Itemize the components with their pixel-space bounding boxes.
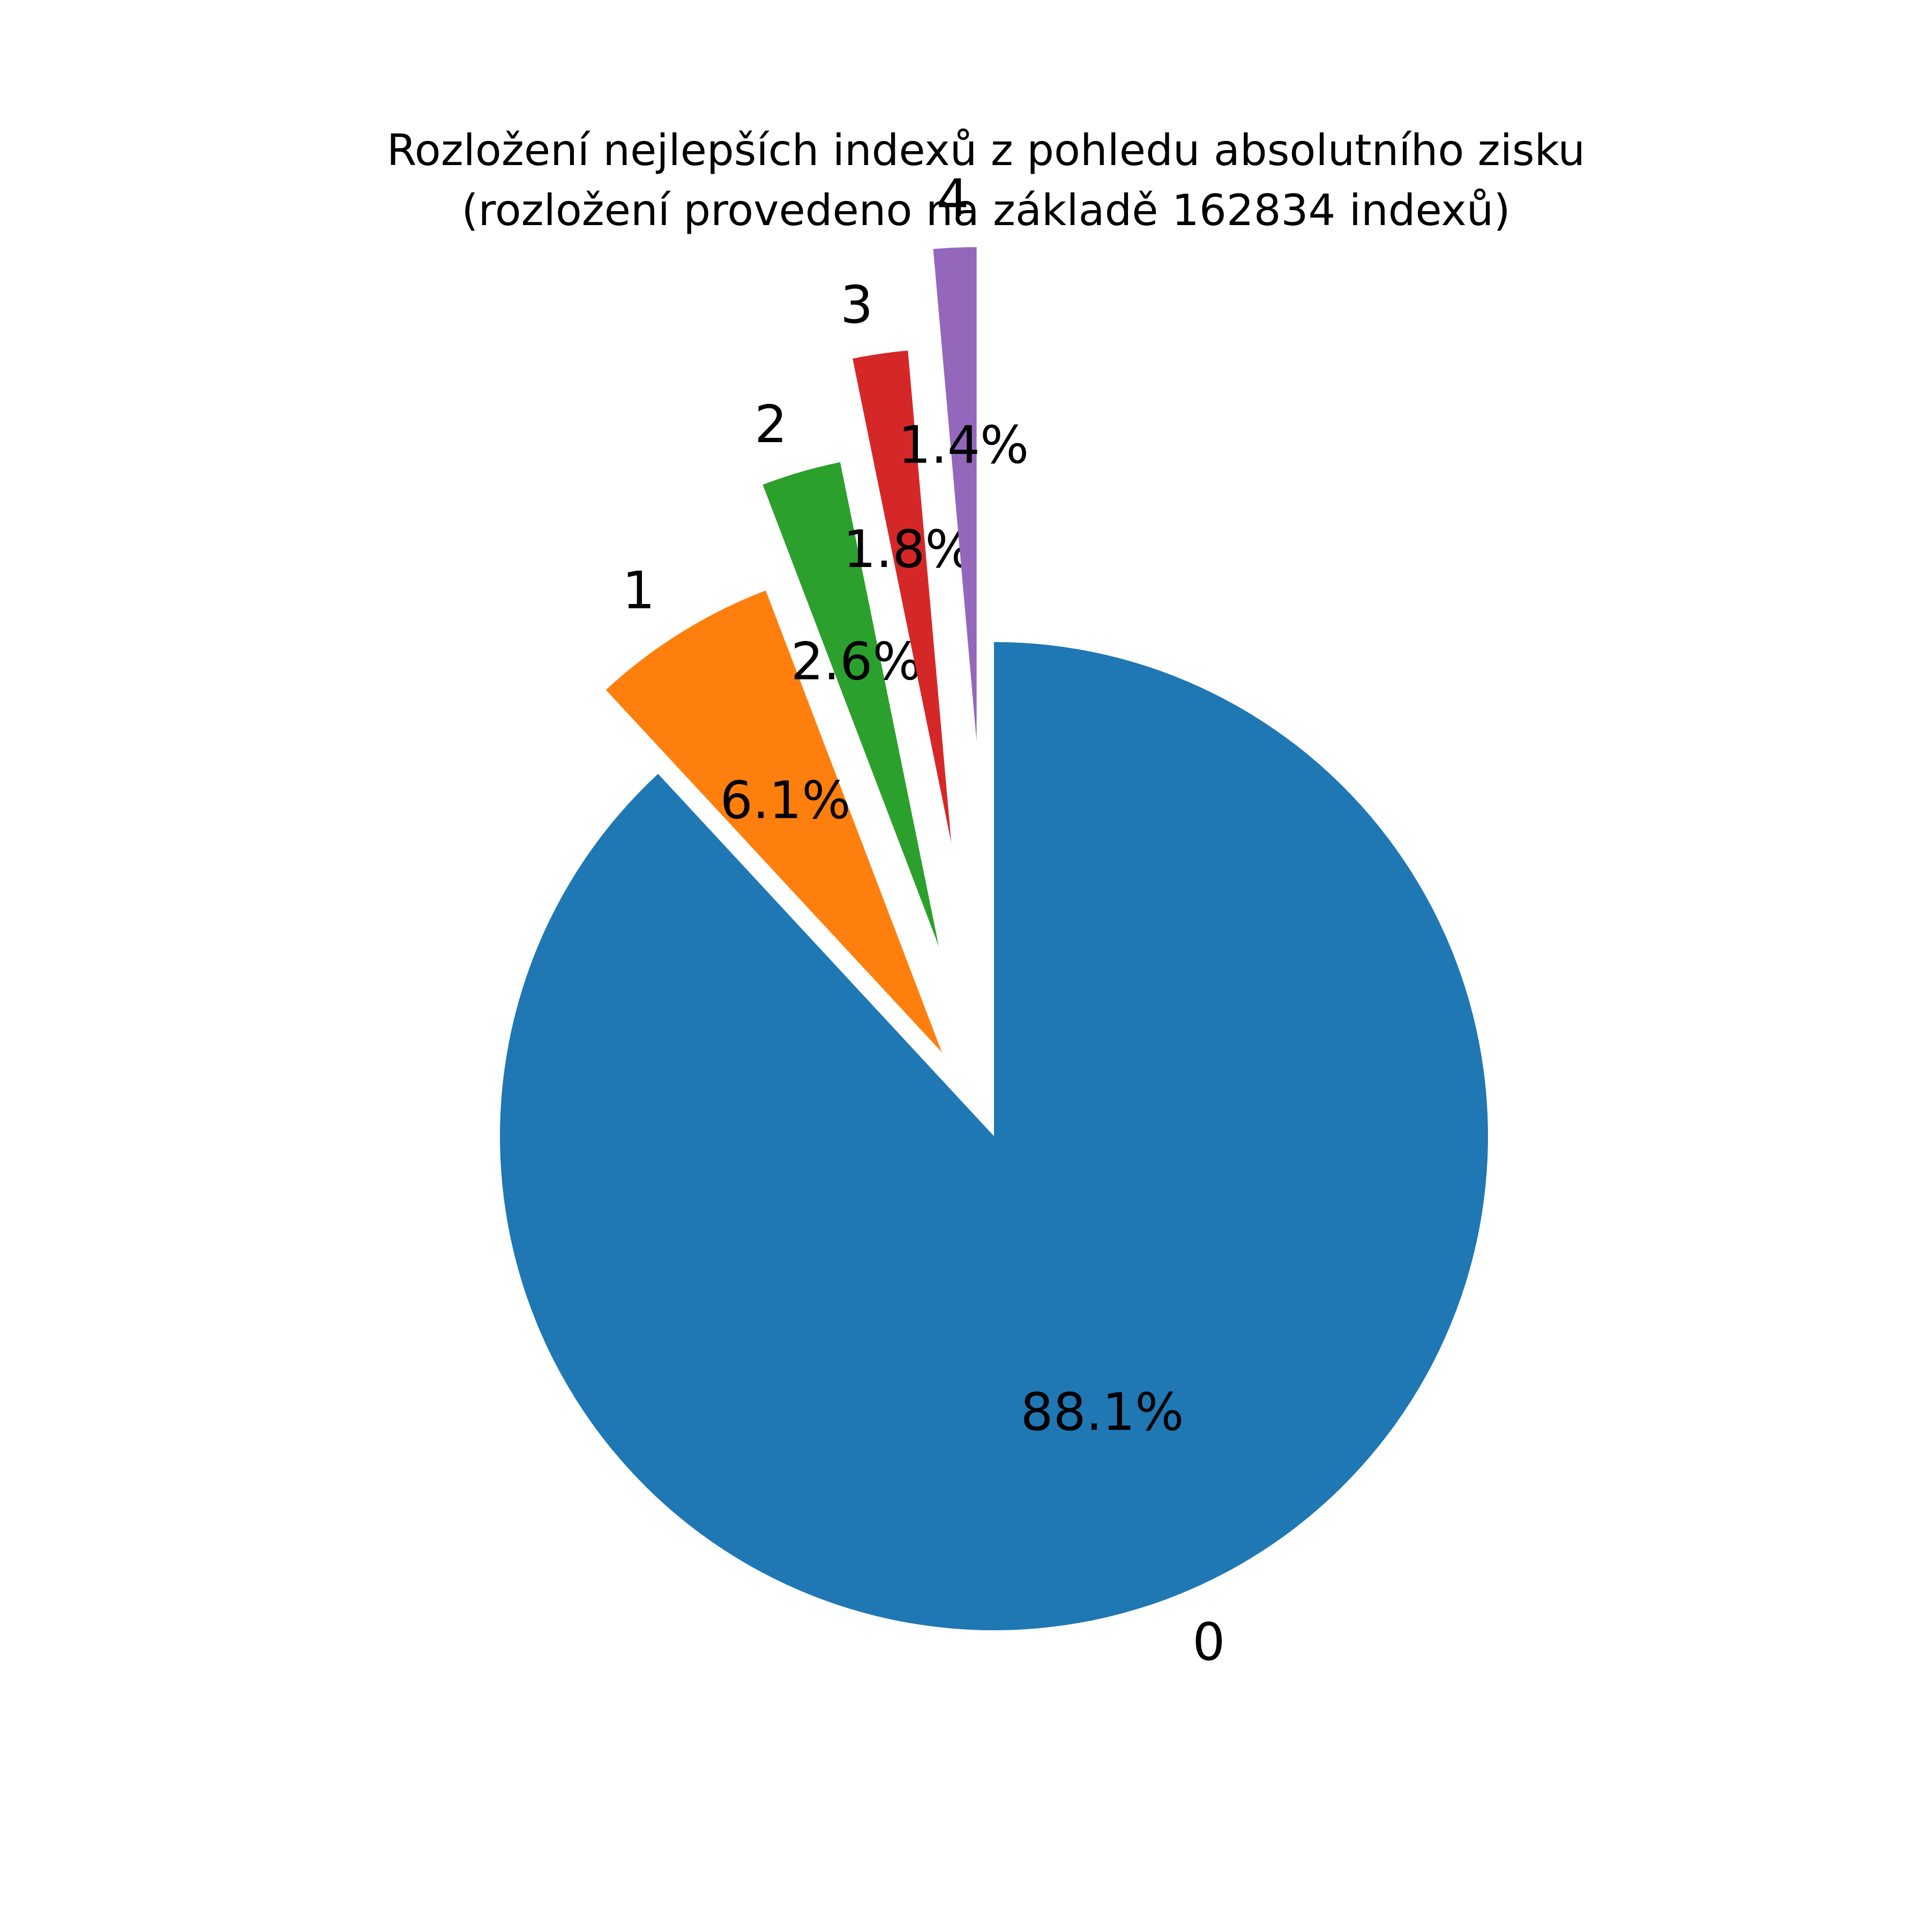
- pct-label-4: 1.4%: [898, 415, 1029, 475]
- chart-title-line-1: Rozložení nejlepších indexů z pohledu ab…: [386, 125, 1586, 175]
- pie-slice-0: [499, 642, 1489, 1630]
- pct-label-2: 2.6%: [791, 632, 922, 692]
- category-label-0: 0: [1192, 1612, 1225, 1672]
- chart-subtitle: (rozložení provedeno na základě 162834 i…: [461, 185, 1511, 235]
- chart-title: Rozložení nejlepších indexů z pohledu ab…: [0, 121, 1929, 241]
- pct-label-1: 6.1%: [720, 771, 851, 831]
- pie-slice-1: [605, 590, 942, 1053]
- category-label-2: 2: [754, 394, 787, 454]
- pct-label-0: 88.1%: [1021, 1382, 1184, 1442]
- pie-slice-4: [933, 247, 977, 742]
- category-label-4: 4: [936, 168, 969, 228]
- pie-slice-2: [762, 462, 939, 946]
- category-label-1: 1: [622, 561, 655, 621]
- pct-label-3: 1.8%: [843, 519, 974, 579]
- category-label-3: 3: [840, 275, 873, 335]
- pie-slice-3: [853, 350, 952, 843]
